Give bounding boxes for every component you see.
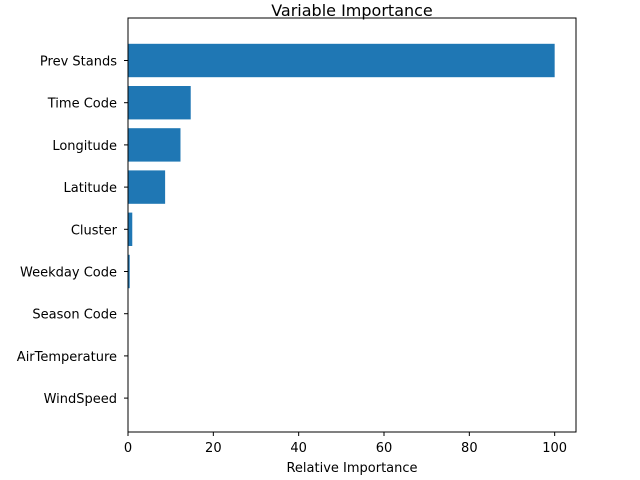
chart-title: Variable Importance: [271, 1, 433, 20]
bar-longitude: [128, 128, 181, 162]
y-axis: Prev Stands Time Code Longitude Latitude Clu…: [17, 55, 128, 407]
bar-cluster: [128, 212, 133, 246]
y-tick-label: Prev Stands: [40, 55, 117, 70]
bar-weekday-code: [128, 254, 130, 289]
y-tick-label: AirTemperature: [17, 350, 117, 365]
x-axis: 0 20 40 60 80 100: [124, 432, 567, 456]
x-axis-label: Relative Importance: [286, 461, 417, 476]
y-tick-label: Season Code: [32, 308, 117, 323]
y-tick-label: Cluster: [71, 223, 118, 238]
bar-prev-stands: [128, 43, 555, 78]
x-tick-label: 100: [542, 441, 567, 456]
y-tick-label: Latitude: [63, 181, 117, 196]
bar-latitude: [128, 170, 166, 204]
y-tick-label: WindSpeed: [44, 392, 117, 407]
y-tick-label: Longitude: [52, 139, 117, 154]
x-tick-label: 80: [461, 441, 478, 456]
y-tick-label: Time Code: [47, 97, 117, 112]
plot-frame: [127, 17, 577, 433]
bars-group: [128, 43, 555, 415]
y-tick-label: Weekday Code: [20, 266, 117, 281]
x-tick-label: 40: [290, 441, 307, 456]
x-tick-label: 0: [124, 441, 132, 456]
bar-time-code: [128, 86, 191, 120]
x-tick-label: 20: [205, 441, 222, 456]
x-tick-label: 60: [376, 441, 393, 456]
